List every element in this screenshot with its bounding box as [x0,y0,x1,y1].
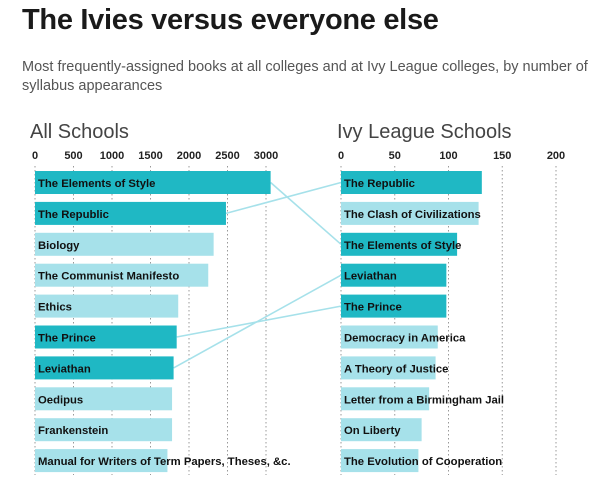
tick-label: 200 [547,150,565,162]
bar-label: The Elements of Style [344,240,461,252]
bar-label: The Republic [344,178,415,190]
bar [341,356,436,380]
tick-label: 2000 [177,150,201,162]
bar [341,325,438,349]
bar-label: Ethics [38,302,72,314]
bar-label: The Clash of Civilizations [344,209,481,221]
bar [35,232,214,256]
bar-label: Manual for Writers of Term Papers, These… [38,456,291,468]
bar-label: A Theory of Justice [344,363,448,375]
bar [341,294,447,318]
bar-label: The Evolution of Cooperation [344,456,502,468]
bar-label: Biology [38,240,80,252]
bar [35,449,168,473]
chart-subtitle: Most frequently-assigned books at all co… [22,59,588,94]
bar [35,171,271,194]
connector-line [270,181,342,245]
bar-label: Letter from a Birmingham Jail [344,394,504,406]
bar-label: Frankenstein [38,425,108,437]
bar-layer [35,171,482,473]
tick-label: 150 [493,150,511,162]
bar-label: The Republic [38,209,109,221]
chart-title: The Ivies versus everyone else [22,4,439,36]
tick-label: 2500 [215,150,239,162]
bar [341,171,482,194]
bar [35,356,174,380]
bar-label: The Prince [344,302,402,314]
bar [35,294,179,318]
bar [35,263,209,287]
panel-title: Ivy League Schools [337,121,512,143]
connector-line [173,274,342,369]
connector-layer [173,181,342,369]
bar [35,201,226,225]
panel-title: All Schools [30,121,129,143]
bar [341,263,447,287]
bar [35,387,173,411]
bar [341,387,430,411]
tick-label: 1000 [100,150,124,162]
bar [341,201,479,225]
bar-label: Leviathan [344,271,397,283]
bar-label: Leviathan [38,363,91,375]
bar-label: On Liberty [344,425,401,437]
tick-label: 50 [389,150,401,162]
bar [341,418,422,442]
bar [35,325,177,349]
bar-label: The Elements of Style [38,178,155,190]
bar [35,418,173,442]
bar [341,449,419,473]
tick-label: 1500 [138,150,162,162]
bar-label: Democracy in America [344,333,466,345]
connector-line [225,181,342,215]
tick-label: 500 [64,150,82,162]
bar-label: The Communist Manifesto [38,271,179,283]
tick-label: 100 [439,150,457,162]
tick-label: 0 [32,150,38,162]
bar-label: The Prince [38,333,96,345]
bar [341,232,458,256]
bar-label: Oedipus [38,394,83,406]
tick-label: 3000 [254,150,278,162]
tick-label: 0 [338,150,344,162]
